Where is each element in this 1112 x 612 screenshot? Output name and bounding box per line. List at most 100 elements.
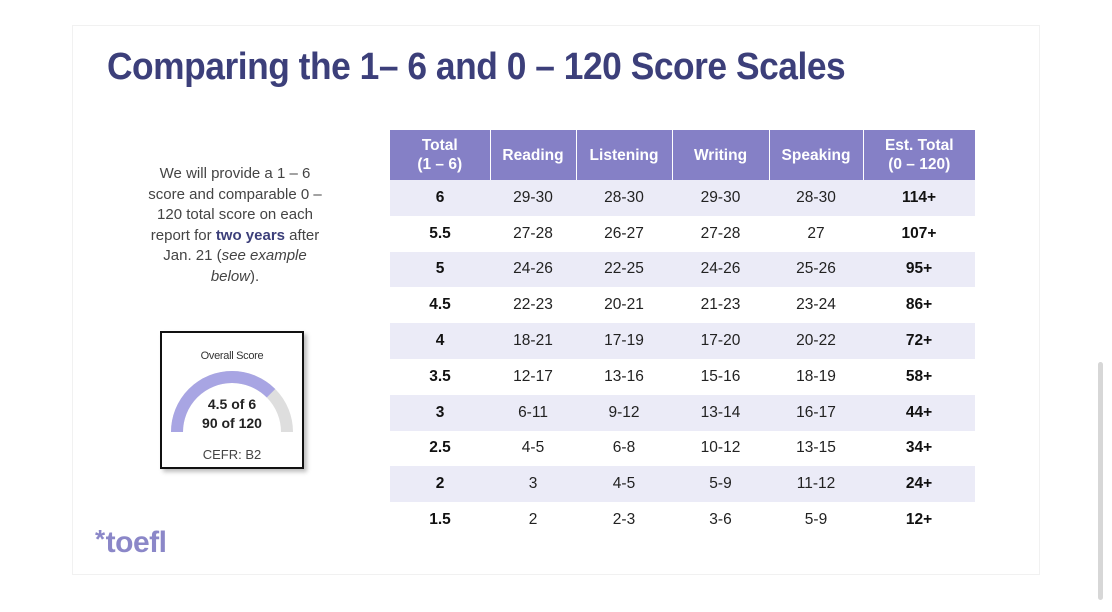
header-line2: (1 – 6) xyxy=(417,156,463,173)
cell-est-total: 12+ xyxy=(863,502,975,538)
cell-writing: 24-26 xyxy=(672,251,769,288)
cell-listening: 4-5 xyxy=(576,466,672,503)
overall-score-card: Overall Score 4.5 of 6 90 of 120 CEFR: B… xyxy=(160,331,304,469)
cell-est-total: 114+ xyxy=(863,180,975,216)
table-body: 6 29-30 28-30 29-30 28-30 114+ 5.5 27-28 26-27 27… xyxy=(390,180,975,538)
intro-italic: see example below xyxy=(210,247,307,285)
cell-speaking: 25-26 xyxy=(769,251,863,288)
cell-listening: 13-16 xyxy=(576,358,672,395)
cell-speaking: 11-12 xyxy=(769,466,863,503)
cell-writing: 21-23 xyxy=(672,287,769,324)
cell-speaking: 28-30 xyxy=(769,180,863,216)
cell-est-total: 24+ xyxy=(863,466,975,503)
table-row: 2 3 4-5 5-9 11-12 24+ xyxy=(390,466,975,503)
cefr-level: CEFR: B2 xyxy=(202,447,262,462)
cell-speaking: 20-22 xyxy=(769,323,863,359)
cell-writing: 17-20 xyxy=(672,323,769,359)
table-row: 3 6-11 9-12 13-14 16-17 44+ xyxy=(390,394,975,431)
cell-listening: 17-19 xyxy=(576,323,672,359)
cell-writing: 27-28 xyxy=(672,215,769,252)
header-speaking: Speaking xyxy=(768,130,863,180)
scrollbar[interactable] xyxy=(1098,362,1103,600)
intro-part1: We will provide a 1 – 6 score and compar… xyxy=(148,165,322,244)
table-header-row: Total (1 – 6) Reading Listening Writing Speak… xyxy=(390,130,975,180)
header-line1: Est. Total xyxy=(884,137,954,154)
header-total: Total (1 – 6) xyxy=(390,130,490,180)
cell-listening: 6-8 xyxy=(576,430,672,467)
cell-listening: 26-27 xyxy=(576,215,672,252)
cell-reading: 4-5 xyxy=(490,430,576,467)
intro-part3: ). xyxy=(250,267,260,285)
table-row: 5 24-26 22-25 24-26 25-26 95+ xyxy=(390,251,975,288)
cell-listening: 9-12 xyxy=(576,394,672,431)
header-line1: Listening xyxy=(589,146,659,164)
table-row: 3.5 12-17 13-16 15-16 18-19 58+ xyxy=(390,358,975,395)
table-row: 2.5 4-5 6-8 10-12 13-15 34+ xyxy=(390,430,975,467)
cell-reading: 6-11 xyxy=(490,394,576,431)
score-of-6: 4.5 of 6 xyxy=(207,396,257,412)
header-writing: Writing xyxy=(671,130,769,180)
header-reading: Reading xyxy=(489,130,576,180)
cell-est-total: 72+ xyxy=(863,323,975,359)
cell-est-total: 95+ xyxy=(863,251,975,288)
cell-writing: 29-30 xyxy=(672,180,769,216)
logo-text: toefl xyxy=(105,526,167,559)
table-row: 6 29-30 28-30 29-30 28-30 114+ xyxy=(390,180,975,216)
intro-bold: two years xyxy=(215,226,286,244)
cell-reading: 24-26 xyxy=(490,251,576,288)
cell-est-total: 58+ xyxy=(863,358,975,395)
cell-speaking: 27 xyxy=(769,215,863,252)
cell-est-total: 107+ xyxy=(863,215,975,252)
intro-part2: after Jan. 21 ( xyxy=(163,226,320,265)
cell-listening: 28-30 xyxy=(576,180,672,216)
cell-speaking: 5-9 xyxy=(769,502,863,538)
overall-score-label: Overall Score xyxy=(200,350,264,362)
cell-total: 4.5 xyxy=(390,287,490,324)
cell-reading: 2 xyxy=(490,502,576,538)
cell-total: 2.5 xyxy=(390,430,490,467)
slide: Comparing the 1– 6 and 0 – 120 Score Sca… xyxy=(73,26,1039,574)
cell-speaking: 18-19 xyxy=(769,358,863,395)
cell-total: 3 xyxy=(390,394,490,431)
header-line2: (0 – 120) xyxy=(888,156,951,173)
cell-total: 2 xyxy=(390,466,490,503)
table-row: 5.5 27-28 26-27 27-28 27 107+ xyxy=(390,215,975,252)
slide-title: Comparing the 1– 6 and 0 – 120 Score Sca… xyxy=(107,46,846,88)
intro-text: We will provide a 1 – 6 score and compar… xyxy=(141,164,329,287)
cell-reading: 22-23 xyxy=(490,287,576,324)
header-listening: Listening xyxy=(575,130,672,180)
cell-total: 3.5 xyxy=(390,358,490,395)
cell-reading: 3 xyxy=(490,466,576,503)
cell-reading: 18-21 xyxy=(490,323,576,359)
cell-speaking: 13-15 xyxy=(769,430,863,467)
cell-writing: 5-9 xyxy=(672,466,769,503)
cell-writing: 15-16 xyxy=(672,358,769,395)
gauge-fill xyxy=(171,371,293,433)
cell-total: 5.5 xyxy=(390,215,490,252)
cell-total: 6 xyxy=(390,180,490,216)
cell-listening: 22-25 xyxy=(576,251,672,288)
score-gauge xyxy=(171,371,293,433)
cell-listening: 20-21 xyxy=(576,287,672,324)
cell-est-total: 44+ xyxy=(863,394,975,431)
score-of-120: 90 of 120 xyxy=(202,415,262,431)
header-line1: Speaking xyxy=(781,146,851,164)
logo-asterisk: * xyxy=(95,524,105,554)
table-row: 1.5 2 2-3 3-6 5-9 12+ xyxy=(390,502,975,538)
cell-total: 1.5 xyxy=(390,502,490,538)
cell-est-total: 34+ xyxy=(863,430,975,467)
score-comparison-table: Total (1 – 6) Reading Listening Writing Speak… xyxy=(390,130,975,538)
cell-speaking: 16-17 xyxy=(769,394,863,431)
header-line1: Writing xyxy=(693,146,748,164)
cell-reading: 12-17 xyxy=(490,358,576,395)
table-row: 4.5 22-23 20-21 21-23 23-24 86+ xyxy=(390,287,975,324)
table-row: 4 18-21 17-19 17-20 20-22 72+ xyxy=(390,323,975,359)
cell-est-total: 86+ xyxy=(863,287,975,324)
cell-writing: 3-6 xyxy=(672,502,769,538)
cell-listening: 2-3 xyxy=(576,502,672,538)
cell-total: 5 xyxy=(390,251,490,288)
cell-speaking: 23-24 xyxy=(769,287,863,324)
toefl-logo: *toefl xyxy=(95,524,167,560)
cell-reading: 29-30 xyxy=(490,180,576,216)
cell-writing: 13-14 xyxy=(672,394,769,431)
